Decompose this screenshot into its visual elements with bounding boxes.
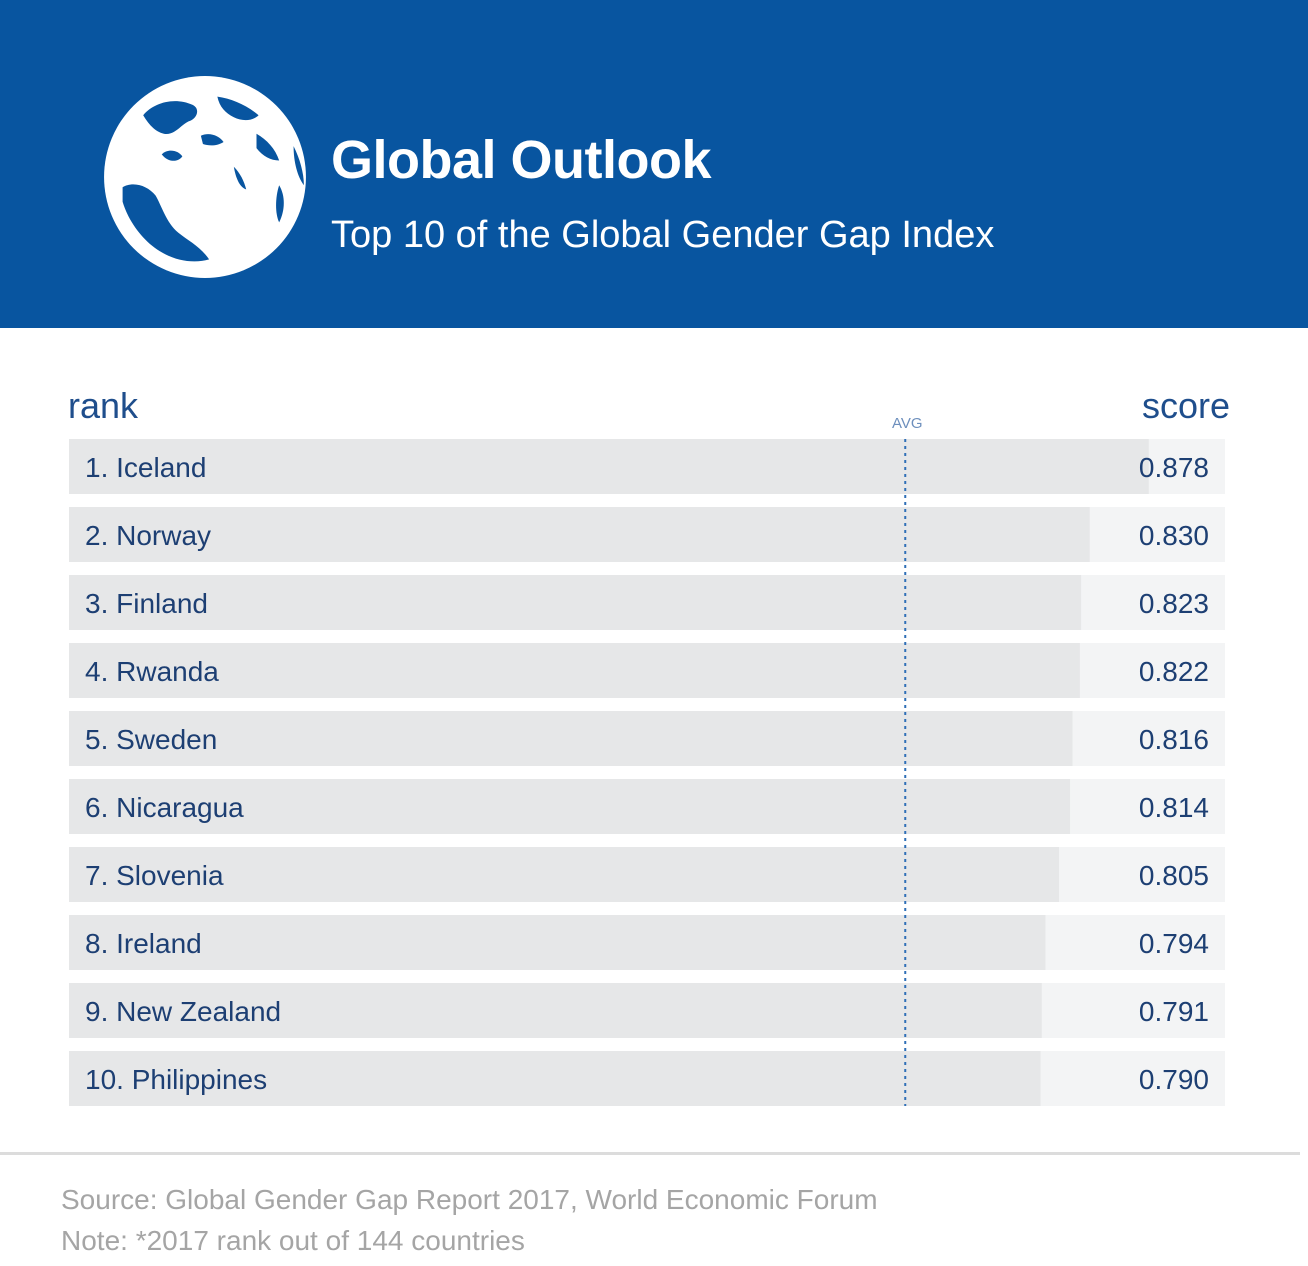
- value-label: 0.830: [1139, 520, 1209, 551]
- value-label: 0.794: [1139, 928, 1209, 959]
- category-label: 5. Sweden: [85, 724, 217, 755]
- value-label: 0.822: [1139, 656, 1209, 687]
- category-label: 1. Iceland: [85, 452, 206, 483]
- bar: [69, 983, 1042, 1038]
- page-title: Global Outlook: [331, 130, 712, 190]
- value-label: 0.878: [1139, 452, 1209, 483]
- category-label: 2. Norway: [85, 520, 211, 551]
- average-label: AVG: [892, 415, 923, 432]
- bar: [69, 507, 1090, 562]
- score-column-header: score: [1142, 385, 1230, 426]
- category-label: 8. Ireland: [85, 928, 202, 959]
- footer-divider: [0, 1152, 1300, 1155]
- header-banner: Global Outlook Top 10 of the Global Gend…: [0, 0, 1308, 328]
- value-label: 0.805: [1139, 860, 1209, 891]
- bar: [69, 439, 1149, 494]
- value-label: 0.814: [1139, 792, 1209, 823]
- bar: [69, 575, 1082, 630]
- category-label: 7. Slovenia: [85, 860, 224, 891]
- category-label: 4. Rwanda: [85, 656, 219, 687]
- category-label: 9. New Zealand: [85, 996, 281, 1027]
- category-label: 3. Finland: [85, 588, 208, 619]
- bar: [69, 643, 1080, 698]
- source-note: Source: Global Gender Gap Report 2017, W…: [61, 1184, 878, 1215]
- bar: [69, 847, 1059, 902]
- rank-column-header: rank: [68, 385, 139, 426]
- bar: [69, 711, 1073, 766]
- bar: [69, 915, 1046, 970]
- rank-note: Note: *2017 rank out of 144 countries: [61, 1225, 525, 1256]
- category-label: 10. Philippines: [85, 1064, 267, 1095]
- chart-rows: 1. Iceland 0.878 2. Norway 0.830 3. Finland 0…: [69, 439, 1225, 1106]
- value-label: 0.791: [1139, 996, 1209, 1027]
- value-label: 0.816: [1139, 724, 1209, 755]
- page-subtitle: Top 10 of the Global Gender Gap Index: [331, 214, 995, 256]
- bar: [69, 1051, 1041, 1106]
- value-label: 0.823: [1139, 588, 1209, 619]
- category-label: 6. Nicaragua: [85, 792, 244, 823]
- globe-icon: [104, 76, 306, 278]
- bar: [69, 779, 1071, 834]
- value-label: 0.790: [1139, 1064, 1209, 1095]
